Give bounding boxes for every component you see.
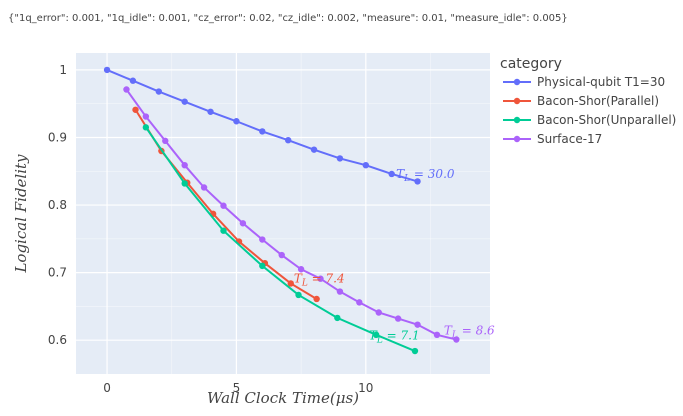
data-point[interactable] <box>207 108 214 115</box>
y-axis-ticks: 0.6 0.7 0.8 0.9 1 <box>48 63 67 347</box>
data-point[interactable] <box>310 146 318 153</box>
data-point[interactable] <box>414 178 421 185</box>
y-tick-label: 0.7 <box>48 266 67 280</box>
data-point[interactable] <box>372 331 380 339</box>
y-axis-title: Logical Fidelity <box>12 154 30 274</box>
data-point[interactable] <box>200 184 208 191</box>
fit-annotation: TL = 8.6 <box>444 324 495 341</box>
data-point[interactable] <box>433 331 441 339</box>
legend-marker-icon <box>513 97 521 105</box>
x-tick-label: 5 <box>233 381 241 395</box>
legend-title: category <box>500 56 562 72</box>
y-tick-label: 0.9 <box>48 130 67 144</box>
legend-label: Surface-17 <box>537 132 602 146</box>
data-point[interactable] <box>259 128 266 135</box>
data-point[interactable] <box>181 180 188 187</box>
legend-marker-icon <box>513 116 521 124</box>
data-point[interactable] <box>181 98 188 105</box>
data-point[interactable] <box>220 227 227 234</box>
data-point[interactable] <box>287 280 294 287</box>
data-point[interactable] <box>313 295 320 303</box>
data-point[interactable] <box>142 124 150 131</box>
parameters-text: {"1q_error": 0.001, "1q_idle": 0.001, "c… <box>8 13 568 24</box>
data-point[interactable] <box>362 161 369 169</box>
annotations: TL = 30.0 TL = 7.4 TL = 7.1 TL = 8.6 <box>294 167 495 346</box>
series-3 <box>123 86 460 343</box>
data-point[interactable] <box>317 275 324 282</box>
legend-items[interactable]: Physical-qubit T1=30 Bacon-Shor(Parallel)… <box>503 75 676 146</box>
y-tick-label: 0.8 <box>48 198 67 212</box>
legend-label: Physical-qubit T1=30 <box>537 75 665 89</box>
data-point[interactable] <box>388 170 395 178</box>
legend-marker-icon <box>513 135 521 143</box>
data-point[interactable] <box>375 309 382 316</box>
x-tick-label: 10 <box>358 381 373 395</box>
y-tick-label: 1 <box>59 63 67 77</box>
data-point[interactable] <box>129 77 137 84</box>
x-tick-label: 0 <box>103 381 111 395</box>
legend-item[interactable]: Bacon-Shor(Unparallel) <box>503 113 676 127</box>
data-point[interactable] <box>181 161 188 169</box>
series-2 <box>142 124 419 355</box>
data-point[interactable] <box>123 86 130 93</box>
legend-item[interactable]: Physical-qubit T1=30 <box>503 75 665 89</box>
x-axis-ticks: 0 5 10 <box>103 381 373 395</box>
legend-item[interactable]: Bacon-Shor(Parallel) <box>503 94 659 108</box>
data-point[interactable] <box>414 321 421 328</box>
data-point[interactable] <box>295 291 302 299</box>
data-point[interactable] <box>142 113 150 120</box>
data-point[interactable] <box>394 315 402 322</box>
data-point[interactable] <box>155 88 162 95</box>
data-point[interactable] <box>162 137 169 145</box>
data-point[interactable] <box>284 136 292 144</box>
data-point[interactable] <box>259 262 266 270</box>
legend-marker-icon <box>513 78 521 86</box>
legend-label: Bacon-Shor(Unparallel) <box>537 113 676 127</box>
data-point[interactable] <box>278 251 285 259</box>
data-point[interactable] <box>411 347 419 355</box>
series-layer <box>103 66 460 355</box>
legend-item[interactable]: Surface-17 <box>503 132 602 146</box>
x-axis-title: Wall Clock Time(μs) <box>207 389 359 407</box>
series-line <box>145 126 416 352</box>
legend-label: Bacon-Shor(Parallel) <box>537 94 659 108</box>
data-point[interactable] <box>103 66 111 74</box>
data-point[interactable] <box>259 236 266 243</box>
fit-annotation: TL = 7.1 <box>369 328 420 345</box>
data-point[interactable] <box>233 118 240 125</box>
data-point[interactable] <box>297 266 305 273</box>
series-line <box>125 88 457 341</box>
data-point[interactable] <box>132 106 139 113</box>
fit-annotation: TL = 7.4 <box>294 272 345 289</box>
y-tick-label: 0.6 <box>48 333 67 347</box>
data-point[interactable] <box>356 299 363 306</box>
data-point[interactable] <box>239 220 247 227</box>
legend[interactable]: category Physical-qubit T1=30 Bacon-Shor(… <box>500 56 676 146</box>
data-point[interactable] <box>220 202 227 209</box>
plot-area <box>76 53 490 374</box>
data-point[interactable] <box>453 336 460 343</box>
data-point[interactable] <box>336 155 344 162</box>
fit-annotation: TL = 30.0 <box>396 167 455 184</box>
series-0 <box>103 66 421 185</box>
data-point[interactable] <box>334 314 341 322</box>
data-point[interactable] <box>336 288 344 295</box>
